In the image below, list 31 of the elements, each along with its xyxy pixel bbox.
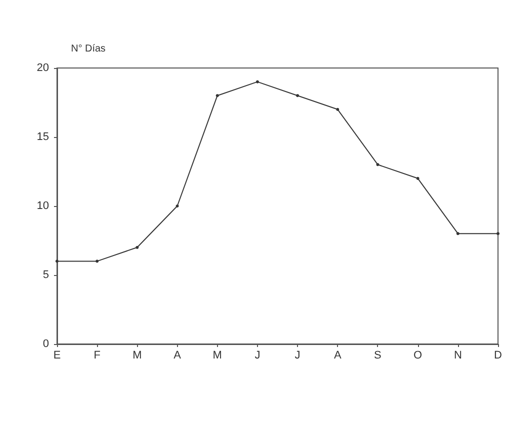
y-tick-label: 15 — [36, 131, 49, 143]
x-tick-label: A — [174, 350, 182, 362]
y-tick-label: 10 — [36, 200, 49, 212]
x-tick-label: N — [454, 350, 462, 362]
point — [496, 232, 500, 236]
y-axis-title: N° Días — [71, 44, 106, 54]
point — [56, 260, 58, 263]
y-tick-label: 5 — [42, 269, 49, 281]
x-tick-label: O — [414, 350, 423, 362]
point — [136, 246, 139, 249]
y-tick-label: 0 — [42, 338, 49, 350]
x-tick-label: F — [94, 350, 101, 362]
point — [216, 94, 219, 98]
point — [376, 163, 380, 166]
point — [456, 232, 460, 236]
x-tick-label: J — [254, 350, 260, 362]
point — [256, 80, 259, 84]
point — [96, 260, 99, 263]
point — [336, 108, 340, 111]
point — [416, 176, 420, 180]
x-tick-label: J — [294, 350, 300, 362]
point — [176, 204, 179, 208]
x-tick-label: M — [212, 350, 222, 362]
x-tick-label: D — [494, 350, 502, 362]
y-tick-label: 20 — [36, 62, 49, 74]
x-tick-label: A — [334, 350, 342, 362]
x-tick-label: E — [53, 350, 61, 362]
line-series — [56, 80, 500, 263]
x-tick-label: M — [132, 350, 142, 362]
point — [296, 94, 300, 98]
x-tick-label: S — [374, 350, 382, 362]
